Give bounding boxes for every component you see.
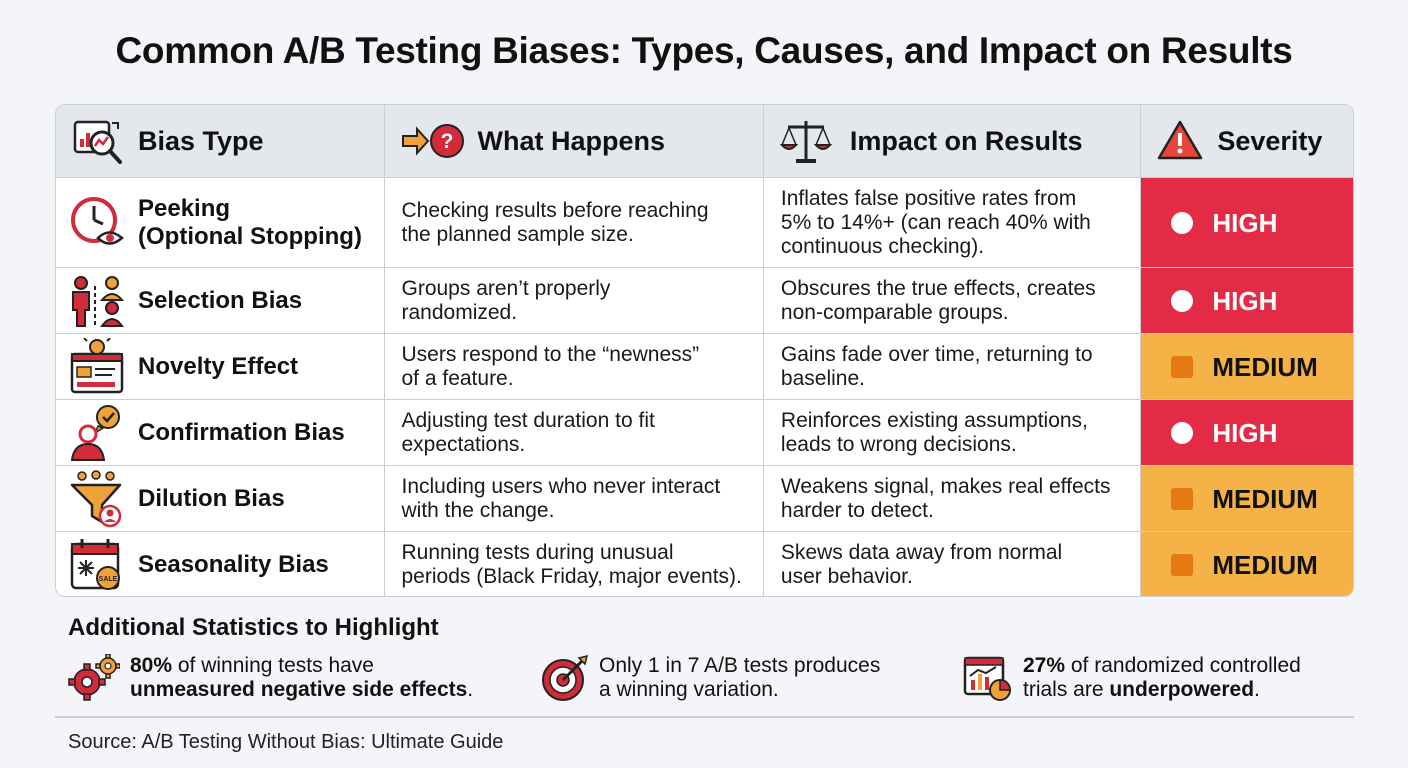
lightbulb-window-icon [70, 337, 124, 393]
gears-icon [68, 654, 120, 701]
severity-dot-icon [1171, 421, 1194, 444]
bias-name: Dilution Bias [138, 485, 285, 512]
bias-name: Selection Bias [138, 287, 303, 314]
divider [55, 716, 1354, 718]
impact-text: Gains fade over time, returning to basel… [780, 343, 1093, 390]
impact-text: Reinforces existing assumptions, leads t… [780, 409, 1088, 456]
stat-text: 27% of randomized controlled trials are … [1023, 654, 1301, 701]
page-title: Common A/B Testing Biases: Types, Causes… [115, 30, 1293, 71]
funnel-users-icon [70, 469, 122, 527]
table-header: Bias Type ? What Happens Impact on Resul… [56, 105, 1353, 177]
severity-badge: MEDIUM [1141, 466, 1353, 531]
stats-title: Additional Statistics to Highlight [68, 614, 439, 641]
severity-square-icon [1171, 487, 1194, 510]
clock-eye-icon [71, 196, 124, 245]
what-happens-text: Adjusting test duration to fit expectati… [401, 409, 655, 456]
impact-text: Skews data away from normal user behavio… [780, 541, 1063, 588]
bias-name: Seasonality Bias [138, 551, 329, 578]
what-happens-text: Groups aren’t properly randomized. [401, 277, 611, 324]
severity-badge: HIGH [1141, 178, 1353, 267]
impact-text: Inflates false positive rates from 5% to… [780, 187, 1091, 258]
impact-text: Obscures the true effects, creates non-c… [780, 277, 1096, 324]
bias-name: Peeking (Optional Stopping) [138, 195, 362, 250]
target-icon [542, 654, 589, 701]
header-severity: Severity [1141, 105, 1353, 177]
what-happens-text: Including users who never interact with … [401, 475, 721, 522]
bias-name: Novelty Effect [138, 353, 299, 380]
svg-text:SALE: SALE [99, 576, 118, 583]
table-row: SALE Seasonality Bias Running tests duri… [56, 531, 1353, 596]
table-row: Confirmation Bias Adjusting test duratio… [56, 399, 1353, 465]
severity-badge: HIGH [1141, 400, 1353, 465]
header-bias-type: Bias Type [56, 105, 385, 177]
table-row: Peeking (Optional Stopping) Checking res… [56, 177, 1353, 267]
header-what-happens-label: What Happens [477, 126, 666, 156]
severity-badge: HIGH [1141, 268, 1353, 333]
table-row: Dilution Bias Including users who never … [56, 465, 1353, 531]
stat-item: 80% of winning tests have unmeasured neg… [68, 654, 473, 702]
people-groups-icon [72, 275, 125, 327]
bias-name: Confirmation Bias [138, 419, 345, 446]
severity-square-icon [1171, 554, 1194, 576]
chart-dashboard-icon [963, 656, 1011, 701]
what-happens-text: Running tests during unusual periods (Bl… [401, 541, 742, 588]
person-checkmark-icon [70, 404, 120, 461]
stat-text: Only 1 in 7 A/B tests produces a winning… [599, 654, 881, 701]
severity-dot-icon [1171, 289, 1194, 312]
bias-table: Bias Type ? What Happens Impact on Resul… [55, 104, 1354, 597]
what-happens-text: Checking results before reaching the pla… [401, 199, 709, 246]
table-row: Selection Bias Groups aren’t properly ra… [56, 267, 1353, 333]
severity-dot-icon [1171, 211, 1194, 234]
source-citation: Source: A/B Testing Without Bias: Ultima… [68, 731, 504, 753]
arrow-question-icon: ? [401, 124, 464, 158]
severity-square-icon [1171, 355, 1194, 378]
stat-item: Only 1 in 7 A/B tests produces a winning… [541, 654, 880, 702]
calendar-sale-icon: SALE [70, 539, 120, 590]
what-happens-text: Users respond to the “newness” of a feat… [401, 343, 700, 390]
severity-badge: MEDIUM [1141, 334, 1353, 399]
svg-text:?: ? [440, 130, 453, 153]
impact-text: Weakens signal, makes real effects harde… [780, 475, 1111, 522]
severity-badge: MEDIUM [1141, 532, 1353, 596]
header-impact: Impact on Results [764, 105, 1142, 177]
table-row: Novelty Effect Users respond to the “new… [56, 333, 1353, 399]
warning-icon [1158, 120, 1203, 160]
scales-icon [779, 121, 832, 163]
header-bias-type-label: Bias Type [138, 126, 264, 156]
stat-item: 27% of randomized controlled trials are … [963, 654, 1301, 702]
header-severity-label: Severity [1217, 126, 1323, 156]
header-what-happens: ? What Happens [385, 105, 764, 177]
header-impact-label: Impact on Results [849, 126, 1083, 156]
stat-text: 80% of winning tests have unmeasured neg… [130, 654, 474, 701]
magnifier-chart-icon [73, 120, 122, 164]
